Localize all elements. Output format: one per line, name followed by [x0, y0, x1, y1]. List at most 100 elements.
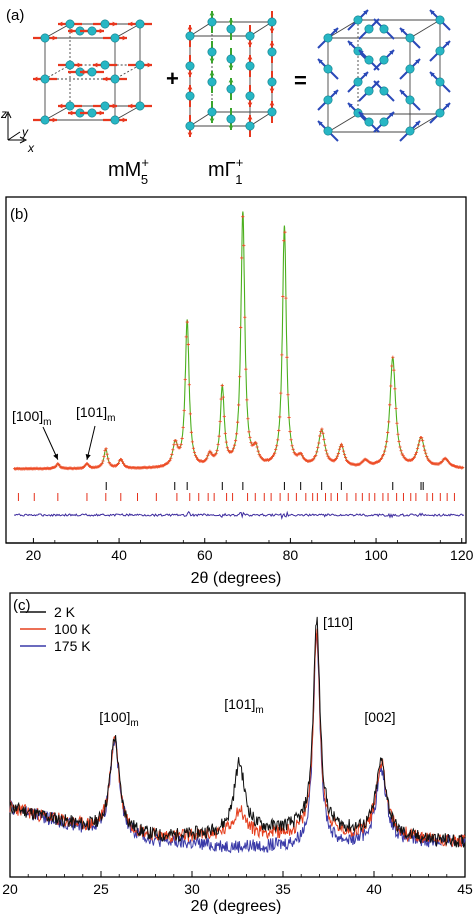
axis-x-label: x	[27, 141, 35, 155]
series-line-2k	[9, 616, 466, 848]
atom	[323, 126, 333, 136]
observed-point	[244, 367, 248, 371]
x-tick-label: 45	[457, 881, 473, 897]
annotation-arrowhead	[85, 453, 91, 460]
observed-point	[413, 453, 418, 457]
observed-point	[400, 452, 404, 456]
spin-arrowhead	[445, 103, 450, 108]
observed-point	[387, 420, 391, 424]
observed-point	[247, 430, 251, 434]
legend-label: 2 K	[54, 604, 76, 620]
panel-c-x-axis-title: 2θ (degrees)	[191, 898, 282, 914]
series-line-175k	[9, 633, 466, 854]
atom	[435, 108, 445, 118]
spin-arrowhead	[269, 101, 275, 106]
peak-annotation: [110]	[323, 614, 353, 630]
atom	[353, 77, 363, 87]
atom	[207, 47, 217, 57]
observed-point	[180, 436, 184, 441]
x-tick-label: 30	[184, 881, 200, 897]
observed-point	[238, 375, 242, 379]
atom	[185, 31, 195, 41]
spin-arrowhead	[187, 25, 193, 30]
annotation-arrow	[86, 425, 96, 460]
spin-arrowhead	[363, 10, 368, 15]
observed-point	[425, 454, 429, 459]
observed-point	[420, 436, 424, 440]
spin-arrowhead	[228, 65, 234, 70]
spin-arrowhead	[68, 28, 73, 34]
atom	[379, 117, 389, 127]
spin-arrowhead	[389, 112, 394, 117]
spin-arrowhead	[209, 118, 215, 123]
observed-point	[285, 355, 289, 359]
observed-point	[415, 446, 420, 450]
spin-arrowhead	[445, 41, 450, 46]
observed-point	[396, 432, 400, 436]
observed-point	[424, 451, 428, 455]
structure-sum-diagram	[326, 19, 442, 133]
spin-arrowhead	[77, 62, 82, 68]
observed-point	[334, 456, 338, 461]
observed-point	[179, 443, 183, 447]
observed-point	[100, 461, 104, 466]
observed-point	[171, 448, 175, 452]
panel-b-label: (b)	[10, 206, 28, 223]
observed-point	[423, 448, 427, 452]
atom	[379, 86, 389, 96]
observed-point	[222, 414, 226, 418]
atom	[379, 55, 389, 65]
observed-point	[326, 454, 330, 458]
spin-arrowhead	[122, 35, 127, 41]
atom	[226, 84, 236, 94]
spin-arrowhead	[269, 28, 275, 33]
observed-point	[321, 431, 325, 435]
spin-arrowhead	[103, 76, 108, 82]
spin-arrowhead	[99, 28, 104, 34]
observed-point	[381, 452, 386, 457]
atom	[405, 33, 415, 43]
observed-point	[274, 447, 278, 451]
observed-point	[388, 403, 392, 407]
observed-point	[401, 454, 405, 458]
observed-point	[284, 296, 288, 300]
observed-point	[121, 462, 126, 466]
observed-point	[394, 406, 398, 411]
spin-arrowhead	[228, 125, 234, 130]
x-tick-label: 80	[283, 547, 299, 563]
atom	[100, 19, 110, 29]
spin-arrowhead	[33, 76, 38, 82]
observed-point	[218, 420, 222, 424]
svg-text:mM+5: mM+ 5	[108, 155, 149, 187]
atom	[207, 107, 217, 117]
atom	[185, 61, 195, 71]
observed-point	[287, 415, 291, 420]
observed-point	[335, 454, 339, 458]
spin-arrowhead	[247, 55, 253, 60]
observed-point	[246, 417, 250, 421]
observed-point	[245, 398, 249, 402]
observed-point	[273, 451, 277, 455]
atom	[364, 86, 374, 96]
annotation-arrowhead	[53, 453, 58, 460]
observed-point	[386, 430, 390, 435]
peak-annotation: [100]m	[99, 709, 138, 729]
spin-arrowhead	[269, 88, 275, 93]
observed-point	[279, 391, 283, 395]
spin-arrowhead	[209, 71, 215, 76]
mgamma1-spin-arrows	[185, 11, 277, 137]
observed-point	[225, 446, 229, 450]
sum-spin-arrows	[317, 9, 451, 142]
spin-arrowhead	[430, 10, 435, 15]
mode-mgamma1-sub: 1	[235, 172, 242, 187]
spin-arrowhead	[147, 62, 152, 68]
atom	[245, 91, 255, 101]
observed-point	[397, 439, 401, 444]
atom	[435, 77, 445, 87]
observed-point	[288, 429, 292, 434]
observed-point	[384, 445, 388, 449]
observed-point	[248, 435, 252, 440]
spin-arrowhead	[187, 85, 193, 90]
observed-point	[239, 325, 243, 330]
